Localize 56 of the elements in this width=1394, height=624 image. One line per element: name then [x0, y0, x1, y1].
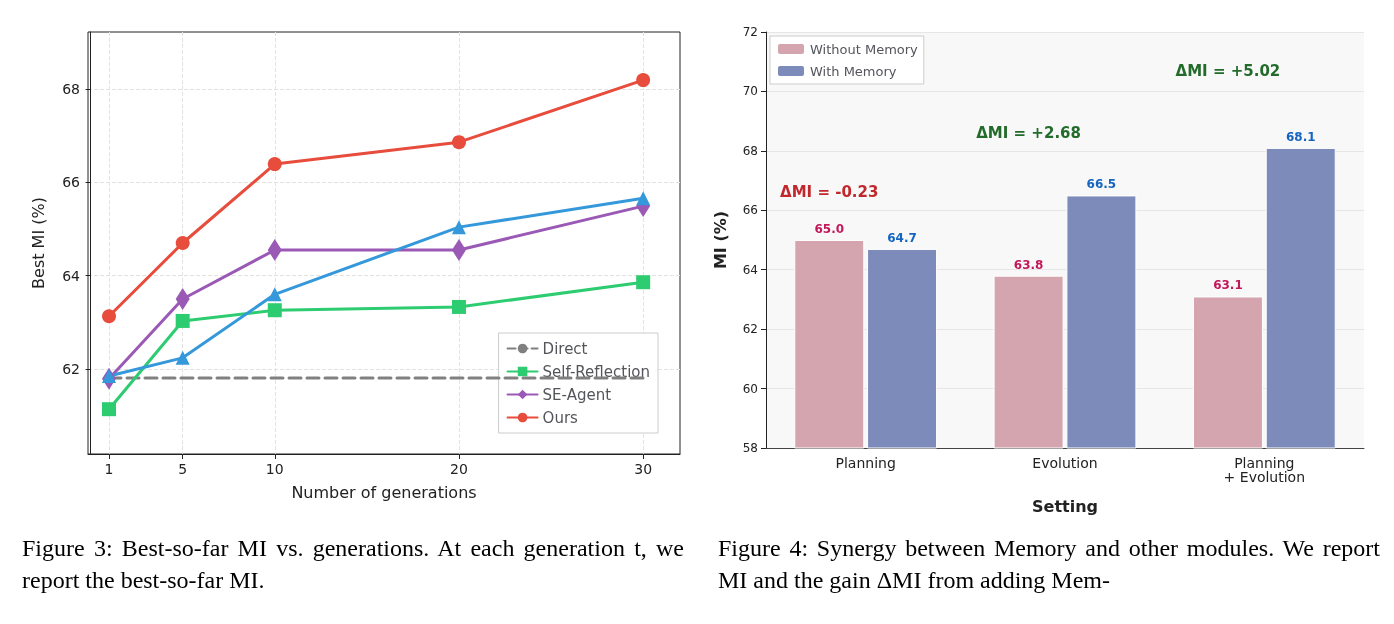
legend-label: Self-Reflection	[542, 362, 651, 381]
x-tick-label: Evolution	[1032, 455, 1098, 471]
y-tick-label: 58	[742, 441, 758, 455]
y-tick-label: 70	[742, 84, 758, 99]
x-tick-label: 1	[104, 461, 114, 477]
y-axis-title: Best MI (%)	[28, 197, 48, 289]
text: Figure 3: Best-so-far MI vs. generations. At each generation t, we report the best-so-far MI.	[21, 534, 685, 595]
point	[451, 299, 466, 314]
x-tick-label: 20	[450, 461, 468, 477]
x-tick-label: Planning + Evolution	[1223, 455, 1306, 485]
y-axis-title: MI (%)	[710, 210, 730, 270]
x-axis-title: Number of generations	[291, 482, 477, 502]
y-tick-label: 64	[62, 267, 81, 284]
y-tick-label: 62	[742, 322, 758, 337]
y-tick-label: 68	[62, 80, 80, 97]
text: Figure 4: Synergy between Memory and other modules. We report MI and the gain ΔMI from adding Mem-	[717, 534, 1381, 595]
point	[636, 275, 651, 290]
point	[102, 309, 116, 324]
data-label: 63.1	[1213, 278, 1243, 293]
legend-label: Direct	[542, 339, 588, 358]
y-tick-label: 60	[742, 381, 758, 396]
legend-label: SE-Agent	[542, 385, 612, 404]
data-label: 64.7	[887, 230, 917, 245]
y-tick-label: 66	[62, 174, 81, 191]
point	[102, 402, 116, 417]
annotation: ΔMI = +2.68	[976, 124, 1081, 143]
x-axis-title: Setting	[1032, 496, 1098, 516]
legend-label: Without Memory	[810, 41, 919, 57]
y-tick-label: 64	[742, 262, 758, 277]
point	[267, 157, 282, 172]
legend-label: Ours	[542, 408, 579, 427]
annotation: ΔMI = -0.23	[780, 183, 879, 202]
y-tick-label: 72	[742, 25, 758, 39]
y-tick-label: 66	[742, 203, 758, 218]
point	[175, 313, 190, 328]
legend-label: With Memory	[810, 63, 897, 79]
x-tick-label: 30	[634, 461, 653, 477]
x-tick-label: 10	[265, 461, 284, 477]
data-label: 66.5	[1086, 177, 1117, 192]
x-tick-label: 5	[178, 461, 188, 477]
data-label: 68.1	[1285, 129, 1316, 144]
point	[175, 350, 190, 365]
point	[636, 73, 651, 88]
point	[267, 287, 282, 302]
data-label: 63.8	[1013, 257, 1044, 272]
point	[102, 369, 116, 384]
point	[267, 303, 282, 318]
point	[451, 220, 466, 235]
data-label: 65.0	[814, 222, 845, 236]
y-tick-label: 68	[742, 143, 758, 158]
y-tick-label: 62	[62, 361, 80, 378]
point	[175, 236, 190, 250]
point	[451, 135, 466, 150]
annotation: ΔMI = +5.02	[1175, 61, 1281, 80]
point	[636, 191, 651, 206]
x-tick-label: Planning	[835, 455, 896, 471]
